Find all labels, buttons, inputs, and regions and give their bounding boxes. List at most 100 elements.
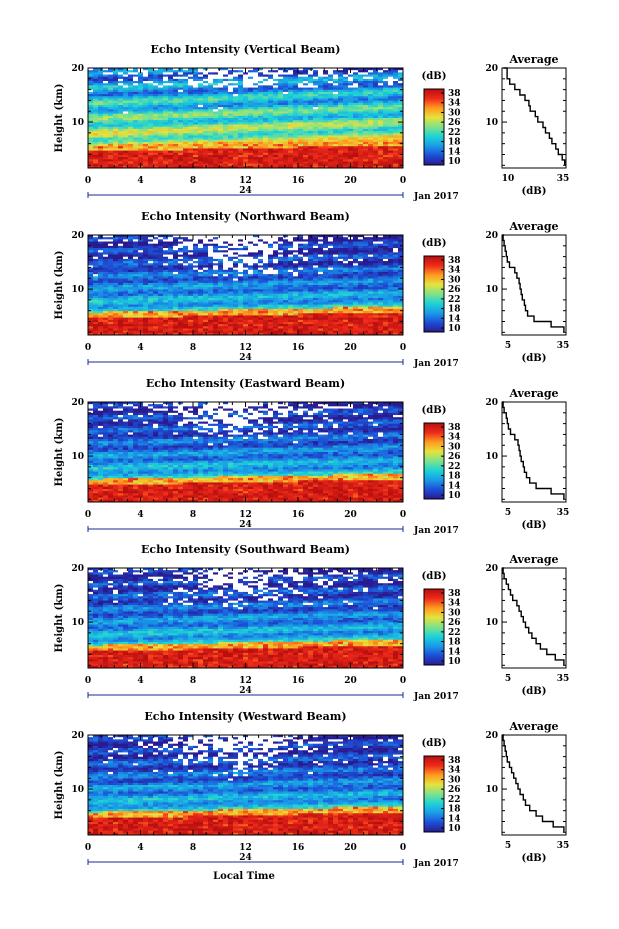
x-tick-label: 0 bbox=[85, 176, 91, 186]
profile-frame bbox=[501, 234, 567, 336]
x-tick-label: 20 bbox=[344, 510, 357, 520]
colorbar-tick-label: 14 bbox=[448, 814, 461, 824]
profile-x-tick-label: 35 bbox=[557, 341, 570, 351]
heatmap-cells bbox=[88, 235, 404, 336]
colorbar-unit: (dB) bbox=[422, 738, 447, 749]
x-tick-label: 16 bbox=[292, 676, 305, 686]
y-tick-label: 10 bbox=[71, 618, 84, 628]
y-tick-label: 10 bbox=[71, 285, 84, 295]
x-tick-label: 4 bbox=[137, 676, 143, 686]
colorbar-tick-label: 14 bbox=[448, 314, 461, 324]
x-tick-label: 16 bbox=[292, 176, 305, 186]
y-tick-label: 10 bbox=[71, 785, 84, 795]
x-tick-label: 20 bbox=[344, 176, 357, 186]
date-tick-label: 24 bbox=[239, 353, 252, 363]
profile-frame bbox=[501, 734, 567, 836]
x-tick-label: 0 bbox=[85, 843, 91, 853]
colorbar-tick-label: 26 bbox=[448, 285, 461, 295]
colorbar-tick-label: 34 bbox=[448, 433, 461, 443]
profile-x-tick-label: 5 bbox=[505, 508, 511, 518]
colorbar-tick-label: 14 bbox=[448, 481, 461, 491]
colorbar-unit: (dB) bbox=[422, 571, 447, 582]
x-tick-label: 12 bbox=[239, 176, 252, 186]
y-tick-label: 10 bbox=[71, 118, 84, 128]
heatmap-cells bbox=[88, 735, 404, 836]
colorbar-tick-label: 18 bbox=[448, 305, 461, 315]
colorbar-tick-label: 26 bbox=[448, 785, 461, 795]
colorbar bbox=[423, 588, 445, 666]
colorbar bbox=[423, 422, 445, 500]
x-tick-label: 16 bbox=[292, 843, 305, 853]
colorbar-unit: (dB) bbox=[422, 238, 447, 249]
panel-title: Echo Intensity (Eastward Beam) bbox=[146, 377, 345, 390]
x-tick-label: 20 bbox=[344, 343, 357, 353]
profile-x-label: (dB) bbox=[522, 186, 547, 197]
colorbar-tick-label: 10 bbox=[448, 657, 461, 667]
x-tick-label: 0 bbox=[85, 676, 91, 686]
y-axis-label: Height (km) bbox=[54, 84, 65, 153]
colorbar bbox=[423, 88, 445, 166]
heatmap-cells bbox=[88, 402, 404, 503]
profile-x-tick-label: 35 bbox=[557, 174, 570, 184]
profile-y-tick-label: 10 bbox=[485, 785, 498, 795]
colorbar-tick-label: 10 bbox=[448, 824, 461, 834]
colorbar bbox=[423, 755, 445, 833]
panel-westward-beam: Echo Intensity (Westward Beam) 20 10 Height… bbox=[54, 710, 569, 869]
colorbar-tick-label: 18 bbox=[448, 638, 461, 648]
panel-northward-beam: Echo Intensity (Northward Beam) 20 10 Heigh… bbox=[54, 210, 569, 369]
profile-title: Average bbox=[508, 387, 558, 400]
colorbar-tick-label: 14 bbox=[448, 147, 461, 157]
colorbar-tick-label: 22 bbox=[448, 628, 461, 638]
panel-title: Echo Intensity (Northward Beam) bbox=[141, 210, 350, 223]
profile-line bbox=[502, 234, 565, 333]
colorbar-tick-label: 22 bbox=[448, 128, 461, 138]
profile-y-tick-label: 20 bbox=[485, 64, 498, 74]
x-tick-label: 8 bbox=[190, 343, 196, 353]
x-tick-label: 0 bbox=[400, 343, 406, 353]
profile-title: Average bbox=[508, 220, 558, 233]
x-tick-label: 0 bbox=[85, 343, 91, 353]
profile-line bbox=[502, 401, 565, 500]
profile-x-tick-label: 5 bbox=[505, 841, 511, 851]
colorbar-tick-label: 18 bbox=[448, 138, 461, 148]
date-label: Jan 2017 bbox=[413, 859, 459, 869]
date-tick-label: 24 bbox=[239, 853, 252, 863]
x-tick-label: 0 bbox=[400, 176, 406, 186]
x-tick-label: 0 bbox=[400, 843, 406, 853]
profile-frame bbox=[501, 567, 567, 669]
profile-x-tick-label: 10 bbox=[502, 174, 515, 184]
y-tick-label: 20 bbox=[71, 731, 84, 741]
colorbar-tick-label: 22 bbox=[448, 462, 461, 472]
date-tick-label: 24 bbox=[239, 520, 252, 530]
profile-x-tick-label: 5 bbox=[505, 674, 511, 684]
panel-title: Echo Intensity (Vertical Beam) bbox=[150, 43, 340, 56]
y-axis-label: Height (km) bbox=[54, 751, 65, 820]
y-tick-label: 20 bbox=[71, 398, 84, 408]
colorbar-tick-label: 30 bbox=[448, 275, 461, 285]
y-axis-label: Height (km) bbox=[54, 251, 65, 320]
colorbar-tick-label: 38 bbox=[448, 756, 461, 766]
colorbar-unit: (dB) bbox=[422, 71, 447, 82]
colorbar-unit: (dB) bbox=[422, 405, 447, 416]
date-label: Jan 2017 bbox=[413, 359, 459, 369]
x-tick-label: 0 bbox=[400, 510, 406, 520]
profile-frame bbox=[501, 401, 567, 503]
x-tick-label: 8 bbox=[190, 510, 196, 520]
x-tick-label: 4 bbox=[137, 843, 143, 853]
x-tick-label: 8 bbox=[190, 843, 196, 853]
profile-x-label: (dB) bbox=[522, 353, 547, 364]
colorbar-tick-label: 38 bbox=[448, 89, 461, 99]
y-tick-label: 10 bbox=[71, 452, 84, 462]
colorbar-tick-label: 22 bbox=[448, 295, 461, 305]
profile-line bbox=[503, 67, 566, 166]
y-axis-label: Height (km) bbox=[54, 418, 65, 487]
x-tick-label: 12 bbox=[239, 510, 252, 520]
x-tick-label: 20 bbox=[344, 843, 357, 853]
colorbar-tick-label: 10 bbox=[448, 324, 461, 334]
panel-title: Echo Intensity (Southward Beam) bbox=[141, 543, 350, 556]
colorbar-tick-label: 38 bbox=[448, 256, 461, 266]
profile-y-tick-label: 10 bbox=[485, 452, 498, 462]
x-tick-label: 12 bbox=[239, 843, 252, 853]
heatmap-cells bbox=[88, 568, 404, 669]
